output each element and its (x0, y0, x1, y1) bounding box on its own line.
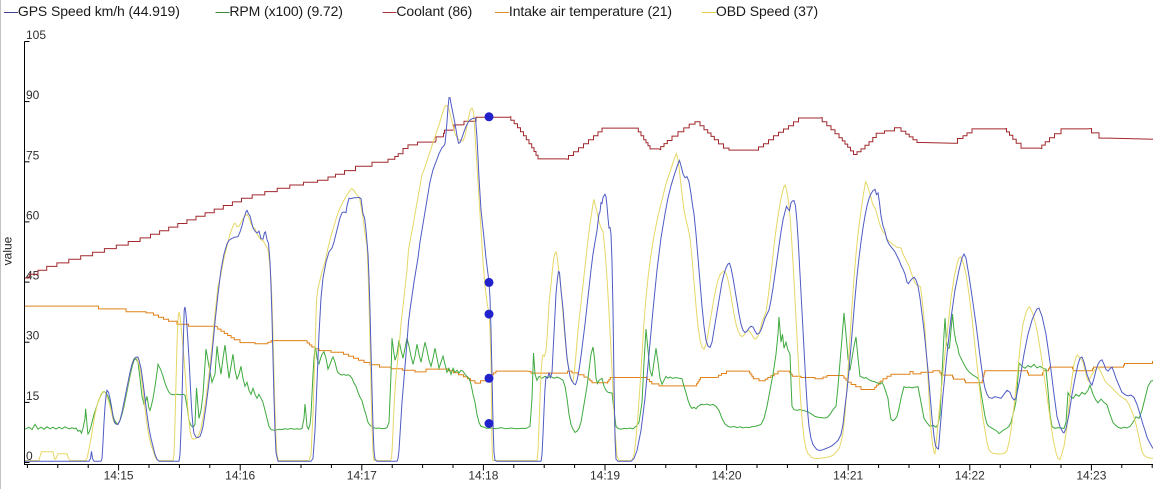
svg-text:—Coolant (86): —Coolant (86) (383, 3, 473, 19)
svg-text:30: 30 (26, 329, 40, 343)
svg-text:14:23: 14:23 (1076, 469, 1106, 483)
svg-text:90: 90 (26, 88, 40, 102)
svg-text:—OBD Speed (37): —OBD Speed (37) (702, 3, 818, 19)
svg-text:14:16: 14:16 (225, 469, 255, 483)
svg-text:75: 75 (26, 148, 40, 162)
svg-text:14:21: 14:21 (833, 469, 863, 483)
svg-text:14:20: 14:20 (712, 469, 742, 483)
svg-text:14:15: 14:15 (104, 469, 134, 483)
svg-text:14:19: 14:19 (590, 469, 620, 483)
svg-text:0: 0 (26, 449, 33, 463)
svg-text:—GPS Speed km/h (44.919): —GPS Speed km/h (44.919) (4, 3, 180, 19)
svg-text:14:22: 14:22 (955, 469, 985, 483)
svg-text:15: 15 (26, 389, 40, 403)
svg-text:14:17: 14:17 (347, 469, 377, 483)
svg-text:14:18: 14:18 (468, 469, 498, 483)
svg-text:105: 105 (26, 28, 46, 42)
svg-text:—RPM (x100) (9.72): —RPM (x100) (9.72) (216, 3, 343, 19)
svg-text:—Intake air temperature (21): —Intake air temperature (21) (495, 3, 672, 19)
svg-text:45: 45 (26, 269, 40, 283)
svg-text:value: value (1, 236, 15, 265)
svg-text:60: 60 (26, 208, 40, 222)
